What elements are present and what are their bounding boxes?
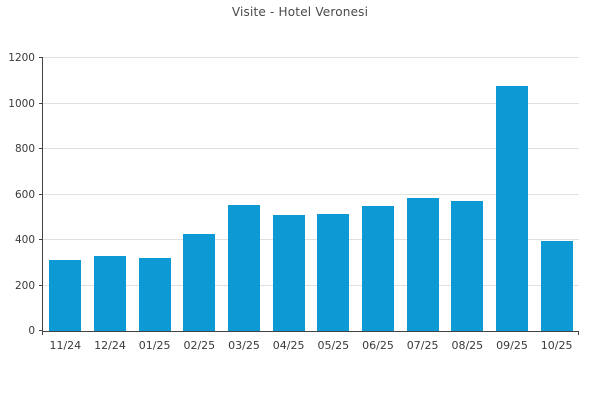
- x-tick-label: 01/25: [138, 339, 171, 352]
- x-tick-label: 10/25: [540, 339, 573, 352]
- bar-12/24: [94, 255, 126, 331]
- y-tick-label: 800: [14, 143, 35, 155]
- y-tick-1200: [39, 57, 43, 58]
- y-tick-400: [39, 239, 43, 240]
- y-tick-600: [39, 193, 43, 195]
- bar-07/25: [406, 197, 439, 331]
- x-tick-label: 02/25: [183, 339, 216, 352]
- bar-10/25: [540, 241, 573, 331]
- x-tick-label: 09/25: [496, 339, 528, 352]
- bar-04/25: [272, 214, 305, 331]
- y-tick-label: 600: [14, 188, 35, 201]
- y-tick-200: [39, 284, 43, 286]
- bar-02/25: [183, 234, 216, 331]
- y-tick-800: [39, 148, 43, 149]
- y-tick-label: 200: [14, 279, 35, 292]
- x-tick-label: 03/25: [228, 339, 260, 352]
- y-tick-label: 0: [28, 325, 35, 337]
- x-tick-label: 05/25: [317, 339, 350, 352]
- gridline-1200: [43, 57, 579, 58]
- x-tick-label: 11/24: [49, 339, 82, 352]
- bar-08/25: [451, 201, 484, 331]
- bar-05/25: [317, 213, 350, 331]
- bar-03/25: [228, 204, 260, 331]
- x-tick-label: 12/24: [94, 339, 126, 352]
- x-tick-label: 07/25: [406, 339, 439, 352]
- x-axis-left-end-tick: [42, 331, 43, 335]
- gridline-400: [43, 239, 579, 240]
- y-tick-1000: [39, 102, 43, 104]
- x-tick-label: 06/25: [362, 339, 394, 352]
- gridline-200: [43, 284, 579, 286]
- y-tick-label: 1000: [8, 97, 35, 110]
- gridline-600: [43, 193, 579, 195]
- gridline-1000: [43, 102, 579, 104]
- bar-09/25: [496, 86, 528, 331]
- bar-11/24: [49, 260, 82, 331]
- x-tick-label: 04/25: [272, 339, 305, 352]
- x-axis-right-end-tick: [578, 331, 579, 335]
- gridline-800: [43, 148, 579, 149]
- chart-title: Visite - Hotel Veronesi: [231, 5, 369, 19]
- x-tick-label: 08/25: [451, 339, 484, 352]
- y-tick-label: 400: [14, 234, 35, 246]
- y-tick-label: 1200: [8, 52, 35, 64]
- bar-06/25: [362, 205, 394, 331]
- plot-area: 0 200 400 600 800 1000 1200 11/24 12/24 01/25 02/2…: [8, 52, 579, 352]
- y-tick-0: [39, 330, 43, 331]
- bar-01/25: [138, 258, 171, 331]
